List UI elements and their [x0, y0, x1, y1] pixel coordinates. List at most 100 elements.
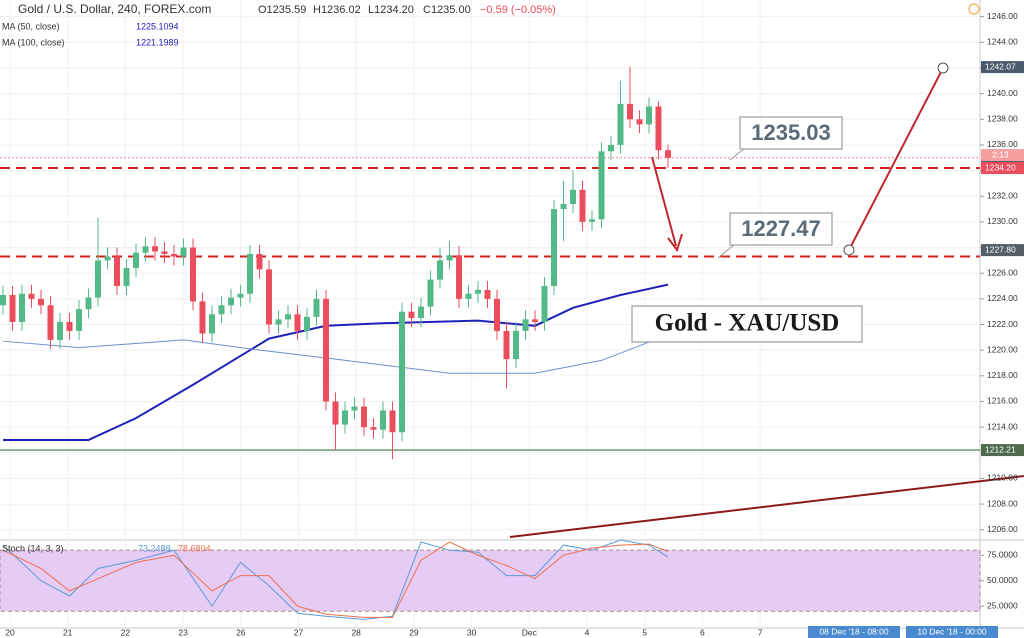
candle-body [28, 293, 35, 299]
y-tick-label: 75.0000 [987, 550, 1018, 560]
x-tick-label: 28 [351, 627, 361, 637]
stoch-legend: Stoch (14, 3, 3) [2, 543, 64, 553]
callout-pointer [729, 147, 746, 161]
y-tick-label: 1232.00 [987, 190, 1018, 200]
price-tag-label: 1227.80 [985, 244, 1016, 254]
candle-body [19, 293, 25, 322]
date-tag [906, 626, 998, 638]
x-tick-label: 26 [236, 627, 246, 637]
candle-body [494, 298, 500, 331]
candle-body [608, 144, 614, 152]
candle-body [66, 321, 73, 331]
annotation: 1235.03 [751, 120, 831, 145]
x-tick-label: 21 [63, 627, 73, 637]
candle-body [627, 103, 633, 120]
candle-body [437, 260, 443, 280]
ma-legend: MA (100, close) [2, 37, 65, 47]
candle-body [636, 119, 643, 125]
x-tick-label: 20 [5, 627, 15, 637]
candle-body [370, 427, 377, 430]
x-tick-label: 30 [467, 627, 477, 637]
candle-body [104, 256, 111, 261]
stoch-legend-value: 78.6804 [178, 543, 211, 553]
y-tick-label: 1226.00 [987, 267, 1018, 277]
candle-body [589, 219, 595, 222]
candle-body [0, 295, 6, 306]
candle-body [133, 252, 139, 269]
candle-body [541, 286, 548, 322]
candle-body [465, 293, 472, 299]
y-tick-label: 1218.00 [987, 370, 1018, 380]
candle-body [665, 150, 671, 158]
candle-body [161, 251, 168, 254]
candle-body [123, 268, 130, 287]
annotation-box [729, 212, 833, 246]
candle-body [351, 406, 358, 411]
anchor [937, 62, 949, 74]
candle-body [655, 106, 662, 151]
candle-body [275, 319, 282, 325]
candle-body [171, 253, 177, 257]
stoch-band [0, 549, 981, 612]
y-tick-label: 1208.00 [987, 498, 1018, 508]
candle-body [446, 255, 453, 261]
candle-body [399, 311, 405, 433]
candle-body [85, 297, 92, 310]
candle-body [380, 410, 386, 430]
y-tick-label: 50.0000 [987, 575, 1018, 585]
date-tag-label: 08 Dec '18 - 08:00 [819, 626, 888, 636]
annotation-box [739, 116, 843, 150]
candle-body [152, 246, 158, 252]
price-tag [981, 61, 1024, 74]
countdown: 2:13 [992, 149, 1009, 159]
y-tick-label: 1214.00 [987, 421, 1018, 431]
x-tick-label: 29 [409, 627, 419, 637]
quote-low: L1234.20 [368, 4, 414, 16]
date-tag-label: 10 Dec '18 - 00:00 [917, 626, 986, 636]
quote-open: O1235.59 [258, 4, 306, 16]
candle-body [598, 151, 605, 220]
candle-body [323, 298, 329, 402]
axes: 20 21 22 23 26 27 28 29 30 Dec 4 5 6 7 1206.00 1208.00 1… [5, 11, 1024, 638]
candle-body [180, 247, 187, 257]
candle-body [199, 301, 206, 334]
candle-body [551, 209, 557, 287]
candle-body [570, 189, 576, 204]
candle-body [237, 293, 244, 298]
x-tick-label: 6 [700, 627, 705, 637]
candle-body [76, 309, 82, 331]
candle-body [218, 305, 225, 315]
candle-body [9, 295, 16, 322]
candle-body [513, 330, 519, 360]
line [2, 334, 669, 374]
y-tick-label: 1210.00 [987, 473, 1018, 483]
price-tag-label: 1234.20 [985, 162, 1016, 172]
candle-body [503, 330, 510, 360]
candle-body [361, 406, 367, 428]
trend-line [509, 475, 1024, 538]
candle-body [522, 319, 529, 331]
candle-body [114, 256, 120, 287]
price-tag [981, 244, 1024, 257]
grid [0, 0, 981, 628]
candle-body [256, 253, 263, 270]
candle-body [617, 103, 624, 145]
stoch-legend-value: 73.2488 [138, 543, 171, 553]
candle-body [342, 410, 348, 425]
ma-legend: MA (50, close) [2, 21, 60, 31]
y-tick-label: 25.0000 [987, 600, 1018, 610]
alert-icon[interactable] [968, 3, 980, 15]
candle-body [142, 246, 149, 253]
arrow-down [651, 156, 677, 247]
candle-body [646, 106, 652, 125]
candle-body [456, 255, 462, 299]
candle-body [294, 314, 301, 331]
candle-body [332, 401, 339, 425]
x-tick-label: 4 [585, 627, 590, 637]
ma-legend-value: 1221.1989 [136, 37, 179, 47]
line [3, 283, 669, 441]
quote-close: C1235.00 [423, 4, 471, 16]
candle-body [47, 305, 54, 340]
